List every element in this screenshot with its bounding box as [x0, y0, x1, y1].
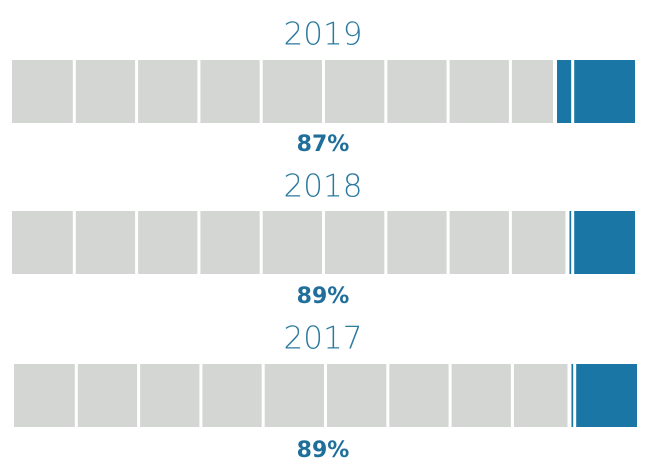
segment-gap: [261, 364, 265, 427]
segment-gap: [510, 364, 514, 427]
segment-gap: [446, 211, 450, 274]
segment-gap: [72, 60, 76, 123]
segment-gap: [446, 60, 450, 123]
bar-remaining: [568, 364, 637, 427]
value-label: 89%: [297, 284, 350, 309]
year-label: 2018: [284, 169, 363, 205]
segment-gap: [571, 60, 575, 123]
segment-gap: [259, 60, 263, 123]
segment-gap: [322, 211, 325, 274]
segment-gap: [135, 60, 139, 123]
segment-gap: [72, 211, 76, 274]
segment-gap: [508, 60, 512, 123]
segment-gap: [448, 364, 452, 427]
segment-gap: [199, 364, 203, 427]
segment-gap: [322, 60, 325, 123]
segment-gap: [324, 364, 327, 427]
value-separator: [565, 211, 570, 274]
bar-filled: [12, 60, 555, 123]
segment-gap: [74, 364, 78, 427]
value-label: 87%: [297, 132, 350, 157]
segment-gap: [137, 364, 141, 427]
bar-filled: [14, 364, 569, 427]
segment-gap: [384, 60, 388, 123]
segment-gap: [386, 364, 390, 427]
year-label: 2017: [284, 321, 363, 357]
value-label: 89%: [297, 438, 350, 463]
bar-remaining: [566, 211, 635, 274]
bar-filled: [12, 211, 567, 274]
bar-remaining: [554, 60, 635, 123]
value-separator: [567, 364, 572, 427]
segment-gap: [571, 211, 575, 274]
year-label: 2019: [284, 17, 363, 53]
segment-gap: [135, 211, 139, 274]
value-separator: [553, 60, 558, 123]
segment-gap: [197, 211, 201, 274]
segment-gap: [573, 364, 577, 427]
segment-gap: [259, 211, 263, 274]
segment-gap: [197, 60, 201, 123]
segment-gap: [508, 211, 512, 274]
segment-gap: [384, 211, 388, 274]
